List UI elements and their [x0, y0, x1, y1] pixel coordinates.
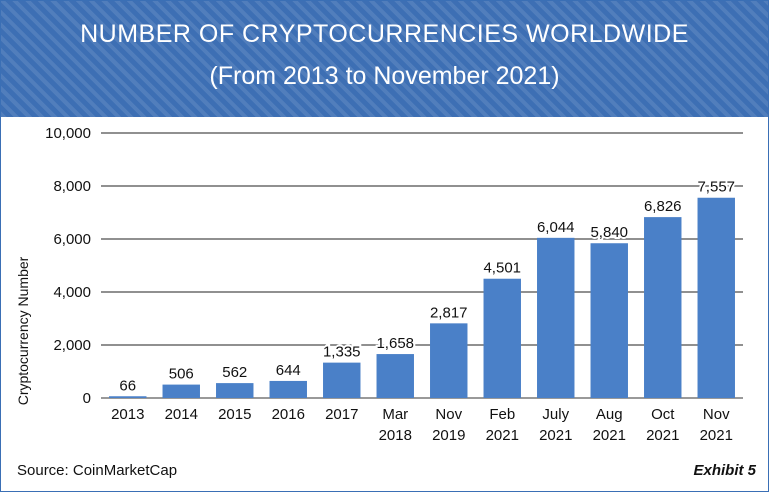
x-tick-label: 2013 [111, 406, 144, 423]
x-tick-label: 2014 [165, 406, 198, 423]
bar-value-label: 7,557 [697, 179, 735, 196]
bar [430, 323, 468, 398]
bar-value-label: 5,840 [590, 224, 628, 241]
bar-chart: 66 506 562 644 1,335 1,658 2,817 4,501 6,044 5,84… [15, 125, 743, 444]
y-tick-label: 8,000 [53, 178, 91, 195]
chart-subtitle: (From 2013 to November 2021) [209, 62, 560, 90]
bar-value-label: 1,335 [323, 344, 361, 361]
bar [590, 243, 628, 398]
x-tick-label: 2018 [379, 427, 412, 444]
x-tick-label: 2015 [218, 406, 251, 423]
bar-value-label: 644 [276, 362, 301, 379]
bar [483, 278, 521, 398]
chart-title: NUMBER OF CRYPTOCURRENCIES WORLDWIDE [80, 20, 689, 48]
bars [109, 197, 735, 398]
bar-value-label: 562 [222, 364, 247, 381]
value-labels: 66 506 562 644 1,335 1,658 2,817 4,501 6,044 5,84… [117, 177, 737, 397]
bar-value-label: 4,501 [483, 260, 521, 277]
bar [162, 384, 200, 398]
x-tick-label: 2017 [325, 406, 358, 423]
x-tick-label: Oct [651, 406, 675, 423]
bar-value-label: 2,817 [430, 304, 468, 321]
x-tick-label: 2021 [539, 427, 572, 444]
x-tick-label: 2016 [272, 406, 305, 423]
y-axis-ticks: 0 2,000 4,000 6,000 8,000 10,000 [45, 125, 91, 407]
chart-header: NUMBER OF CRYPTOCURRENCIES WORLDWIDE (Fr… [1, 1, 768, 117]
x-tick-label: 2019 [432, 427, 465, 444]
bar [323, 362, 361, 398]
bar [537, 237, 575, 398]
y-tick-label: 6,000 [53, 231, 91, 248]
x-axis-ticks: 2013 2014 2015 2016 2017 Mar 2018 Nov 2019 Feb 202… [111, 406, 733, 444]
x-tick-label: Aug [596, 406, 623, 423]
bar [109, 396, 147, 398]
bar-value-label: 506 [169, 366, 194, 383]
bar [697, 197, 735, 398]
x-tick-label: Nov [435, 406, 462, 423]
grid-lines [101, 132, 743, 399]
x-tick-label: Mar [382, 406, 408, 423]
bar-value-label: 6,826 [644, 198, 682, 215]
x-tick-label: 2021 [646, 427, 679, 444]
x-tick-label: 2021 [486, 427, 519, 444]
x-tick-label: Nov [703, 406, 730, 423]
chart-area: 66 506 562 644 1,335 1,658 2,817 4,501 6,044 5,84… [1, 117, 768, 462]
bar-value-label: 6,044 [537, 219, 575, 236]
bar [216, 383, 254, 398]
y-tick-label: 2,000 [53, 337, 91, 354]
bar [376, 354, 414, 398]
x-tick-label: 2021 [700, 427, 733, 444]
exhibit-label: Exhibit 5 [693, 462, 756, 479]
x-tick-label: 2021 [593, 427, 626, 444]
source-note: Source: CoinMarketCap [17, 462, 178, 479]
bar-value-label: 66 [119, 377, 136, 394]
bar-value-label: 1,658 [376, 335, 414, 352]
y-tick-label: 10,000 [45, 125, 91, 142]
bar [644, 217, 682, 398]
y-tick-label: 0 [83, 390, 91, 407]
y-tick-label: 4,000 [53, 284, 91, 301]
bar [269, 380, 307, 398]
x-tick-label: Feb [489, 406, 515, 423]
y-axis-label: Cryptocurrency Number [15, 256, 31, 405]
x-tick-label: July [542, 406, 569, 423]
